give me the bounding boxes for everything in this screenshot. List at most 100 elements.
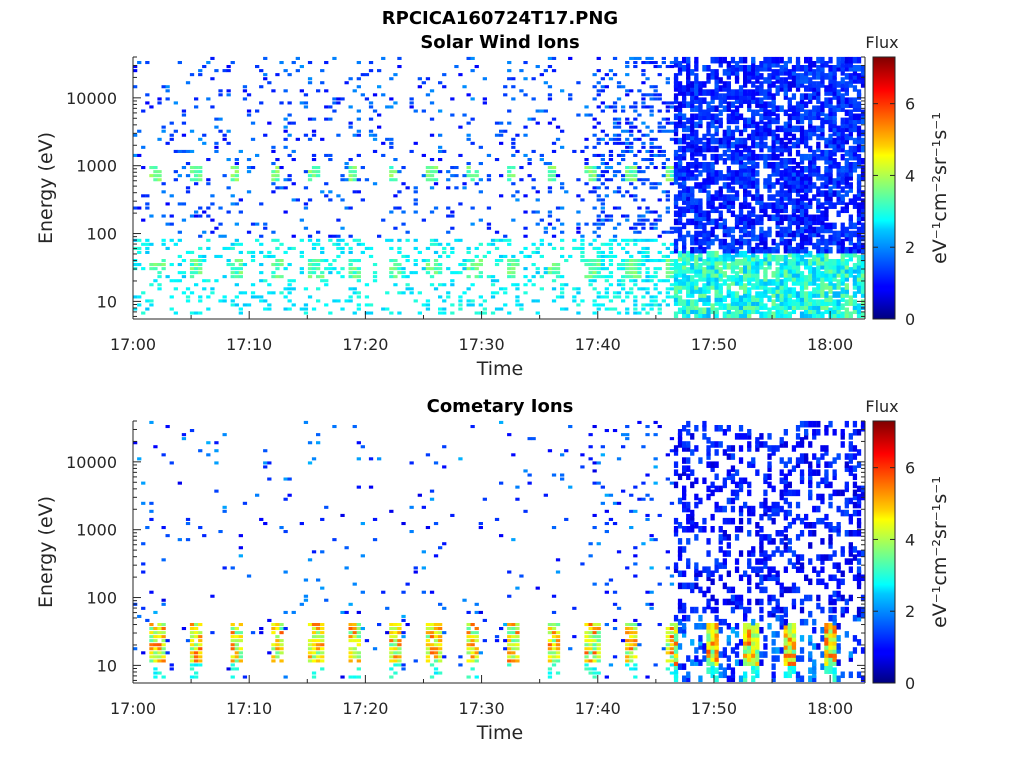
heatmap-cell xyxy=(710,202,715,209)
heatmap-cell xyxy=(303,420,309,424)
heatmap-cell xyxy=(718,651,723,658)
heatmap-cell xyxy=(690,275,695,282)
heatmap-cell xyxy=(771,149,776,157)
heatmap-cell xyxy=(706,190,711,197)
heatmap-cell xyxy=(702,230,707,238)
heatmap-cell xyxy=(730,141,736,149)
heatmap-cell xyxy=(454,174,459,178)
heatmap-cell xyxy=(307,61,313,65)
heatmap-cell xyxy=(356,610,361,614)
heatmap-cell xyxy=(645,133,650,137)
heatmap-cell xyxy=(474,254,479,258)
heatmap-cell xyxy=(356,271,361,275)
heatmap-cell xyxy=(466,56,471,60)
heatmap-cell xyxy=(478,522,483,526)
heatmap-cell xyxy=(555,623,561,627)
heatmap-cell xyxy=(669,61,675,65)
heatmap-cell xyxy=(511,97,516,101)
heatmap-cell xyxy=(307,275,313,279)
heatmap-cell xyxy=(629,639,634,643)
heatmap-cell xyxy=(816,275,821,282)
heatmap-cell xyxy=(149,647,154,651)
heatmap-cell xyxy=(527,481,532,485)
heatmap-cell xyxy=(429,158,435,162)
heatmap-cell xyxy=(194,271,199,275)
heatmap-cell xyxy=(747,89,752,96)
heatmap-cell xyxy=(694,97,699,104)
heatmap-cell xyxy=(795,186,801,193)
heatmap-cell xyxy=(462,291,467,295)
heatmap-cell xyxy=(189,635,195,639)
heatmap-cell xyxy=(389,170,394,174)
heatmap-cell xyxy=(743,145,748,153)
heatmap-cell xyxy=(734,109,740,117)
heatmap-cell xyxy=(808,230,813,238)
heatmap-cell xyxy=(755,218,760,226)
heatmap-cell xyxy=(596,186,601,190)
heatmap-cell xyxy=(686,206,691,214)
heatmap-cell xyxy=(259,101,264,105)
heatmap-cell xyxy=(226,186,231,190)
heatmap-cell xyxy=(560,254,565,258)
heatmap-cell xyxy=(771,109,776,117)
heatmap-cell xyxy=(690,145,695,153)
heatmap-cell xyxy=(702,299,707,306)
heatmap-cell xyxy=(791,69,797,76)
heatmap-cell xyxy=(596,153,601,157)
heatmap-cell xyxy=(804,113,809,121)
heatmap-cell xyxy=(828,85,833,92)
heatmap-cell xyxy=(348,174,353,178)
heatmap-cell xyxy=(698,267,703,274)
heatmap-cell xyxy=(730,109,736,117)
heatmap-cell xyxy=(596,89,601,93)
heatmap-cell xyxy=(198,651,203,655)
heatmap-cell xyxy=(787,190,792,197)
heatmap-cell xyxy=(596,234,601,238)
heatmap-cell xyxy=(169,295,174,299)
heatmap-cell xyxy=(645,433,650,437)
heatmap-cell xyxy=(625,89,630,93)
heatmap-cell xyxy=(275,178,280,182)
heatmap-cell xyxy=(738,141,744,149)
heatmap-cell xyxy=(616,186,622,190)
heatmap-cell xyxy=(718,186,723,193)
heatmap-cell xyxy=(515,259,520,263)
heatmap-cell xyxy=(299,238,304,242)
heatmap-cell xyxy=(828,133,833,141)
heatmap-cell xyxy=(665,287,670,291)
heatmap-cell xyxy=(625,178,630,182)
heatmap-cell xyxy=(722,671,727,679)
heatmap-cell xyxy=(629,655,634,659)
heatmap-cell xyxy=(799,303,805,310)
heatmap-cell xyxy=(787,226,792,234)
heatmap-cell xyxy=(714,598,719,606)
heatmap-cell xyxy=(759,89,764,96)
heatmap-cell xyxy=(779,149,784,157)
heatmap-cell xyxy=(592,166,597,170)
heatmap-cell xyxy=(738,149,744,157)
heatmap-cell xyxy=(751,250,756,258)
heatmap-cell xyxy=(311,246,317,250)
heatmap-cell xyxy=(616,141,622,145)
heatmap-cell xyxy=(836,56,841,64)
heatmap-cell xyxy=(649,137,654,141)
heatmap-cell xyxy=(820,222,825,230)
heatmap-cell xyxy=(429,497,435,501)
heatmap-cell xyxy=(352,655,357,659)
heatmap-cell xyxy=(429,627,435,631)
heatmap-cell xyxy=(149,105,154,109)
heatmap-cell xyxy=(645,517,650,521)
heatmap-cell xyxy=(734,113,740,121)
heatmap-cell xyxy=(783,311,788,319)
heatmap-cell xyxy=(438,631,443,635)
heatmap-cell xyxy=(608,153,614,157)
heatmap-cell xyxy=(759,238,764,246)
heatmap-cell xyxy=(775,137,780,145)
heatmap-cell xyxy=(206,279,211,283)
heatmap-cell xyxy=(214,125,219,129)
heatmap-cell xyxy=(787,194,792,201)
heatmap-cell xyxy=(596,671,601,675)
heatmap-cell xyxy=(856,267,862,274)
heatmap-cell xyxy=(714,158,719,165)
heatmap-cell xyxy=(751,246,756,254)
